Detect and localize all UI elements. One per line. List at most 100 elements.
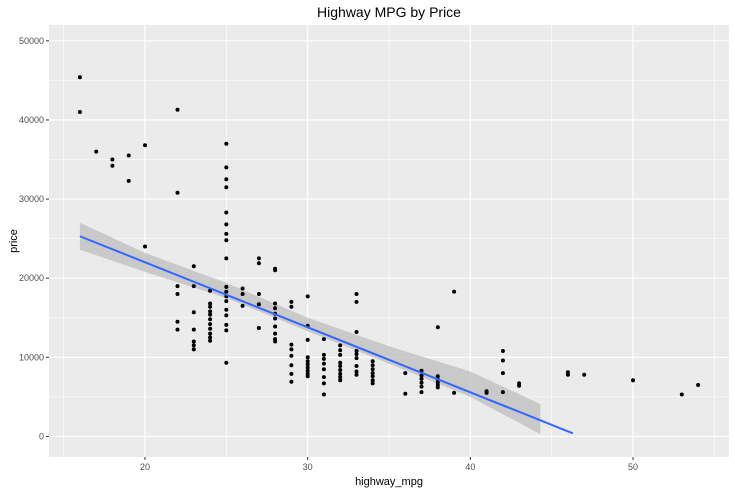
data-point <box>321 337 326 342</box>
data-point <box>175 319 180 324</box>
data-point <box>435 385 440 390</box>
data-point <box>289 342 294 347</box>
data-point <box>370 374 375 379</box>
data-point <box>289 379 294 384</box>
x-axis-title: highway_mpg <box>355 476 423 488</box>
data-point <box>256 261 261 266</box>
data-point <box>338 343 343 348</box>
data-point <box>338 352 343 357</box>
data-point <box>224 328 229 333</box>
data-point <box>224 165 229 170</box>
data-point <box>143 244 147 249</box>
data-point <box>305 365 310 370</box>
data-point <box>240 292 245 296</box>
y-axis-ticks: 0 10000 20000 30000 40000 50000 <box>19 36 49 441</box>
data-point <box>224 322 229 327</box>
data-point <box>224 177 229 182</box>
data-point <box>224 313 229 318</box>
data-point <box>321 375 326 380</box>
data-point <box>631 378 635 383</box>
data-point <box>305 359 310 364</box>
data-point <box>289 304 294 309</box>
major-gridlines <box>49 25 729 457</box>
y-tick-label: 40000 <box>19 115 44 125</box>
data-point <box>370 363 375 368</box>
data-point <box>338 348 343 353</box>
data-point <box>321 381 326 386</box>
y-tick-label: 20000 <box>19 273 44 283</box>
data-point <box>500 371 505 376</box>
data-point <box>354 369 359 374</box>
data-point <box>224 210 229 215</box>
data-points <box>77 75 701 397</box>
data-point <box>273 301 278 306</box>
data-point <box>679 392 684 397</box>
data-point <box>224 307 229 312</box>
data-point <box>452 390 457 395</box>
data-point <box>354 364 359 368</box>
data-point <box>338 375 343 380</box>
data-point <box>321 361 326 366</box>
data-point <box>289 353 294 358</box>
data-point <box>696 383 701 387</box>
data-point <box>208 312 213 317</box>
data-point <box>565 372 570 377</box>
data-point <box>273 324 278 329</box>
data-point <box>403 371 408 376</box>
data-point <box>256 292 261 296</box>
data-point <box>500 390 505 395</box>
data-point <box>191 284 196 289</box>
data-point <box>321 392 326 397</box>
data-point <box>403 391 408 396</box>
data-point <box>224 256 229 261</box>
data-point <box>305 374 310 379</box>
regression-line-layer <box>79 235 574 435</box>
x-tick-label: 30 <box>303 462 313 472</box>
y-tick-label: 10000 <box>19 352 44 362</box>
data-point <box>419 380 424 385</box>
data-point <box>208 309 213 314</box>
data-point <box>370 367 375 372</box>
data-point <box>338 360 343 365</box>
x-tick-label: 40 <box>465 462 475 472</box>
data-point <box>110 157 115 162</box>
data-point <box>240 286 245 291</box>
data-point <box>94 149 99 154</box>
regression-line <box>79 235 574 435</box>
data-point <box>289 363 294 368</box>
data-point <box>77 110 82 114</box>
x-tick-label: 20 <box>140 462 150 472</box>
y-tick-label: 0 <box>39 431 44 441</box>
data-point <box>419 373 424 378</box>
y-tick-label: 30000 <box>19 194 44 204</box>
y-axis-title: price <box>8 229 20 253</box>
data-point <box>582 372 587 377</box>
data-point <box>273 306 278 311</box>
data-point <box>517 383 522 388</box>
data-point <box>126 153 131 158</box>
data-point <box>224 289 229 294</box>
data-point <box>338 364 343 368</box>
data-point <box>289 299 294 304</box>
data-point <box>224 185 229 190</box>
data-point <box>305 355 310 360</box>
data-point <box>338 378 343 383</box>
data-point <box>354 330 359 334</box>
data-point <box>305 337 310 342</box>
data-point <box>435 374 440 379</box>
data-point <box>208 335 213 340</box>
data-point <box>370 378 375 383</box>
data-point <box>175 284 180 289</box>
data-point <box>500 358 505 363</box>
data-point <box>175 327 180 332</box>
data-point <box>143 143 147 148</box>
data-point <box>273 331 278 336</box>
data-point <box>208 304 213 309</box>
data-point <box>500 349 505 353</box>
data-point <box>256 326 261 330</box>
data-point <box>338 368 343 372</box>
data-point <box>208 301 213 306</box>
data-point <box>191 264 196 269</box>
data-point <box>175 107 180 112</box>
